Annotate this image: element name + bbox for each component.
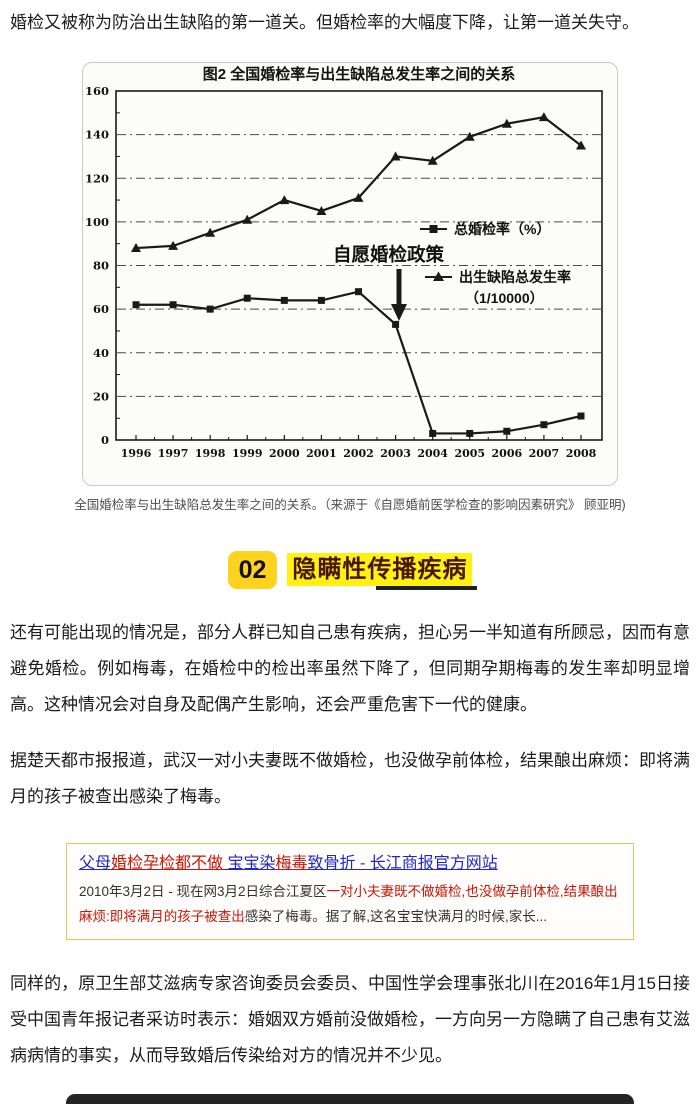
svg-text:（1/10000）: （1/10000） <box>465 290 544 306</box>
chart-svg: 图2 全国婚检率与出生缺陷总发生率之间的关系 0 20 40 60 80 100 120 140… <box>85 65 603 460</box>
svg-text:2005: 2005 <box>454 447 485 460</box>
svg-text:2003: 2003 <box>380 447 411 460</box>
svg-text:2000: 2000 <box>269 447 300 460</box>
svg-text:40: 40 <box>93 346 109 360</box>
intro-paragraph: 婚检又被称为防治出生缺陷的第一道关。但婚检率的大幅度下降，让第一道关失守。 <box>10 13 639 32</box>
svg-text:0: 0 <box>101 433 109 447</box>
down-arrow-icon <box>391 269 407 321</box>
section-title-wrap: 隐瞒性传播疾病 <box>287 553 478 590</box>
result-title-link[interactable]: 父母婚检孕检都不做 宝宝染梅毒致骨折 - 长江商报官方网站 <box>79 855 498 872</box>
svg-text:80: 80 <box>93 259 109 273</box>
svg-text:160: 160 <box>85 84 109 98</box>
svg-text:图2 全国婚检率与出生缺陷总发生率之间的关系: 图2 全国婚检率与出生缺陷总发生率之间的关系 <box>203 65 516 83</box>
chart-legend: 总婚检率（%） 出生缺陷总发生率 （1/10000） <box>420 221 571 306</box>
svg-text:自愿婚检政策: 自愿婚检政策 <box>333 244 445 265</box>
svg-text:2004: 2004 <box>417 447 448 460</box>
svg-text:120: 120 <box>85 171 109 185</box>
svg-text:1996: 1996 <box>121 447 152 460</box>
svg-text:60: 60 <box>93 302 109 316</box>
svg-text:100: 100 <box>85 215 109 229</box>
paragraph-2: 据楚天都市报报道，武汉一对小夫妻既不做婚检，也没做孕前体检，结果酿出麻烦：即将满… <box>10 751 690 806</box>
search-result-card: 父母婚检孕检都不做 宝宝染梅毒致骨折 - 长江商报官方网站 2010年3月2日 … <box>66 843 634 940</box>
section-title: 隐瞒性传播疾病 <box>287 553 473 586</box>
next-image-top-edge <box>66 1094 634 1104</box>
svg-text:总婚检率（%）: 总婚检率（%） <box>454 221 550 237</box>
svg-text:2007: 2007 <box>529 447 560 460</box>
article-page: 婚检又被称为防治出生缺陷的第一道关。但婚检率的大幅度下降，让第一道关失守。 图2… <box>0 8 700 1104</box>
svg-text:2002: 2002 <box>343 447 374 460</box>
svg-text:1998: 1998 <box>195 447 226 460</box>
svg-text:2008: 2008 <box>566 447 597 460</box>
paragraph-1: 还有可能出现的情况是，部分人群已知自己患有疾病，担心另一半知道有所顾忌，因而有意… <box>10 623 690 714</box>
result-snippet: 2010年3月2日 - 现在网3月2日综合江夏区一对小夫妻既不做婚检,也没做孕前… <box>79 884 618 924</box>
svg-text:1999: 1999 <box>232 447 263 460</box>
chart-annotation: 自愿婚检政策 <box>333 244 445 321</box>
section-number-badge: 02 <box>227 551 278 589</box>
figure-caption: 全国婚检率与出生缺陷总发生率之间的关系。（来源于《自愿婚前医学检查的影响因素研究… <box>74 498 626 512</box>
svg-text:20: 20 <box>93 389 109 403</box>
svg-text:140: 140 <box>85 128 109 142</box>
svg-text:1997: 1997 <box>158 447 189 460</box>
figure-card: 图2 全国婚检率与出生缺陷总发生率之间的关系 0 20 40 60 80 100 120 140… <box>82 62 618 486</box>
section-header: 02 隐瞒性传播疾病 <box>0 551 700 590</box>
svg-text:出生缺陷总发生率: 出生缺陷总发生率 <box>459 269 571 285</box>
section-title-underline <box>376 586 478 590</box>
svg-text:2006: 2006 <box>492 447 523 460</box>
svg-text:2001: 2001 <box>306 447 337 460</box>
paragraph-3: 同样的，原卫生部艾滋病专家咨询委员会委员、中国性学会理事张北川在2016年1月1… <box>10 974 690 1065</box>
